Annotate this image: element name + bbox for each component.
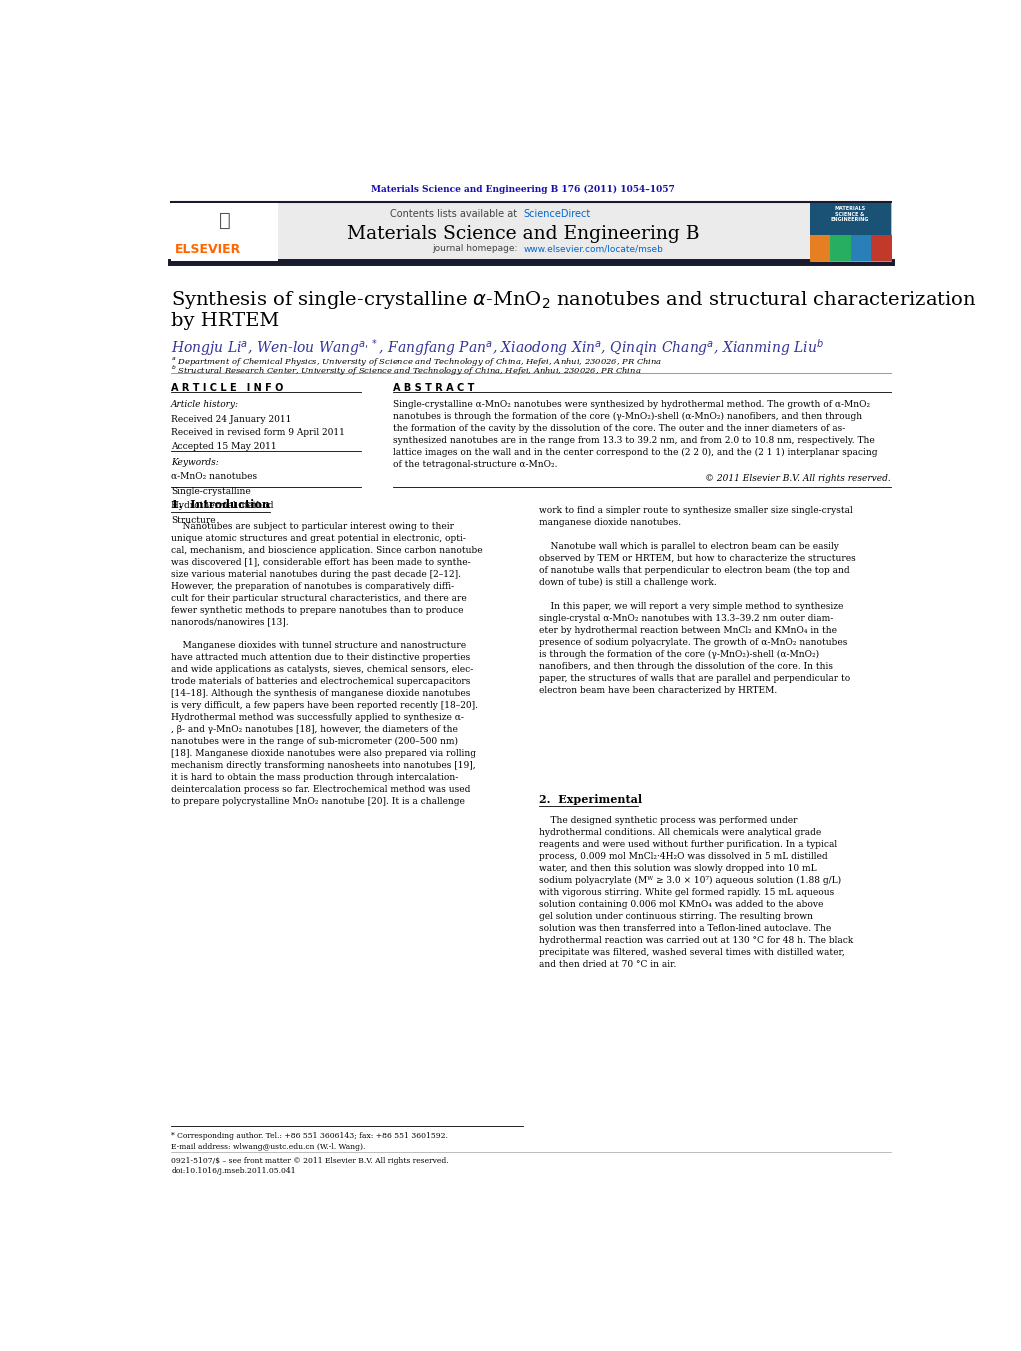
- FancyBboxPatch shape: [810, 203, 891, 261]
- Text: © 2011 Elsevier B.V. All rights reserved.: © 2011 Elsevier B.V. All rights reserved…: [706, 474, 891, 484]
- FancyBboxPatch shape: [871, 235, 892, 261]
- Text: Structure: Structure: [172, 516, 215, 524]
- Text: $^a$ Department of Chemical Physics, University of Science and Technology of Chi: $^a$ Department of Chemical Physics, Uni…: [172, 354, 663, 367]
- Text: Article history:: Article history:: [172, 400, 239, 409]
- Text: E-mail address: wlwang@ustc.edu.cn (W.-l. Wang).: E-mail address: wlwang@ustc.edu.cn (W.-l…: [172, 1143, 366, 1151]
- FancyBboxPatch shape: [850, 235, 871, 261]
- Text: Nanotubes are subject to particular interest owing to their
unique atomic struct: Nanotubes are subject to particular inte…: [172, 521, 483, 805]
- Text: Single-crystalline: Single-crystalline: [172, 486, 251, 496]
- Text: MATERIALS
SCIENCE &
ENGINEERING: MATERIALS SCIENCE & ENGINEERING: [831, 205, 869, 223]
- Text: Received 24 January 2011: Received 24 January 2011: [172, 415, 292, 424]
- Text: 🌿: 🌿: [220, 211, 231, 230]
- Text: $^b$ Structural Research Center, University of Science and Technology of China, : $^b$ Structural Research Center, Univers…: [172, 363, 641, 378]
- Text: Contents lists available at: Contents lists available at: [390, 209, 523, 219]
- Text: Keywords:: Keywords:: [172, 458, 218, 466]
- FancyBboxPatch shape: [172, 203, 278, 261]
- Text: www.elsevier.com/locate/mseb: www.elsevier.com/locate/mseb: [523, 245, 663, 253]
- Text: Hydrothermal method: Hydrothermal method: [172, 501, 274, 511]
- Text: doi:10.1016/j.mseb.2011.05.041: doi:10.1016/j.mseb.2011.05.041: [172, 1167, 296, 1175]
- Text: Materials Science and Engineering B 176 (2011) 1054–1057: Materials Science and Engineering B 176 …: [372, 185, 675, 195]
- Text: Hongju Li$^a$, Wen-lou Wang$^{a,*}$, Fangfang Pan$^a$, Xiaodong Xin$^a$, Qinqin : Hongju Li$^a$, Wen-lou Wang$^{a,*}$, Fan…: [172, 336, 824, 358]
- Text: 0921-5107/$ – see front matter © 2011 Elsevier B.V. All rights reserved.: 0921-5107/$ – see front matter © 2011 El…: [172, 1156, 449, 1165]
- Text: A B S T R A C T: A B S T R A C T: [393, 382, 474, 393]
- Text: The designed synthetic process was performed under
hydrothermal conditions. All : The designed synthetic process was perfo…: [539, 816, 854, 969]
- Text: A R T I C L E   I N F O: A R T I C L E I N F O: [172, 382, 284, 393]
- Text: Received in revised form 9 April 2011: Received in revised form 9 April 2011: [172, 428, 345, 438]
- Text: by HRTEM: by HRTEM: [172, 312, 280, 330]
- FancyBboxPatch shape: [810, 235, 830, 261]
- FancyBboxPatch shape: [810, 203, 891, 235]
- Text: α-MnO₂ nanotubes: α-MnO₂ nanotubes: [172, 471, 257, 481]
- Text: Accepted 15 May 2011: Accepted 15 May 2011: [172, 442, 277, 451]
- Text: Synthesis of single-crystalline $\alpha$-MnO$_2$ nanotubes and structural charac: Synthesis of single-crystalline $\alpha$…: [172, 289, 977, 311]
- Text: ELSEVIER: ELSEVIER: [176, 243, 241, 255]
- Text: 1.  Introduction: 1. Introduction: [172, 499, 271, 511]
- Text: journal homepage:: journal homepage:: [432, 245, 523, 253]
- FancyBboxPatch shape: [830, 235, 850, 261]
- Text: work to find a simpler route to synthesize smaller size single-crystal
manganese: work to find a simpler route to synthesi…: [539, 507, 856, 694]
- Text: 2.  Experimental: 2. Experimental: [539, 793, 642, 805]
- Text: Materials Science and Engineering B: Materials Science and Engineering B: [347, 224, 699, 243]
- Text: Single-crystalline α-MnO₂ nanotubes were synthesized by hydrothermal method. The: Single-crystalline α-MnO₂ nanotubes were…: [393, 400, 877, 469]
- Text: ScienceDirect: ScienceDirect: [523, 209, 590, 219]
- FancyBboxPatch shape: [172, 203, 891, 261]
- Text: * Corresponding author. Tel.: +86 551 3606143; fax: +86 551 3601592.: * Corresponding author. Tel.: +86 551 36…: [172, 1132, 448, 1140]
